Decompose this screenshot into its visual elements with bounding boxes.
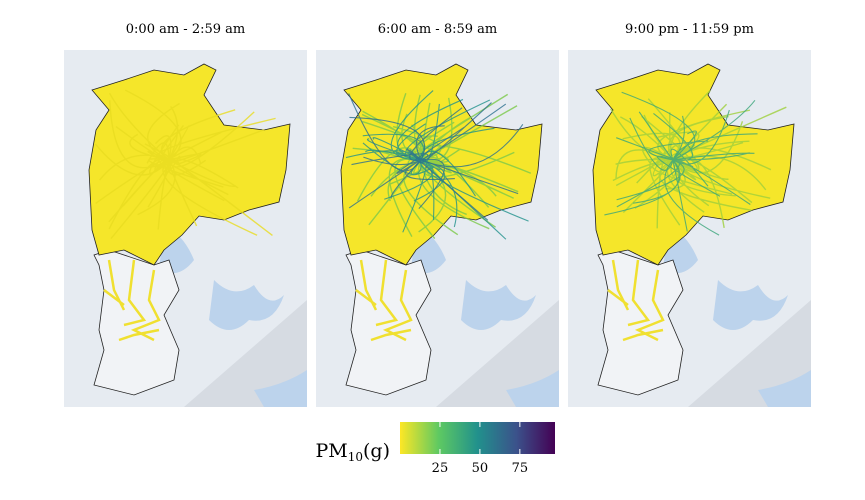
panel-title: 6:00 am - 8:59 am <box>378 22 497 37</box>
roads <box>348 93 524 221</box>
map-panel <box>567 49 812 408</box>
label-unit: (g) <box>363 440 390 462</box>
label-subscript: 10 <box>348 450 363 464</box>
colorbar-tick-label: 50 <box>472 461 489 476</box>
map-panel <box>63 49 308 408</box>
colorbar <box>400 422 555 454</box>
colorbar-label: PM10(g) <box>315 440 390 464</box>
panel-title: 9:00 pm - 11:59 pm <box>625 22 754 37</box>
roads <box>604 91 758 236</box>
map-panel <box>315 49 560 408</box>
colorbar-tick-label: 75 <box>512 461 529 476</box>
colorbar-tick-label: 25 <box>432 461 449 476</box>
roads <box>94 89 276 240</box>
panel-title: 0:00 am - 2:59 am <box>126 22 245 37</box>
label-base: PM <box>315 440 347 462</box>
